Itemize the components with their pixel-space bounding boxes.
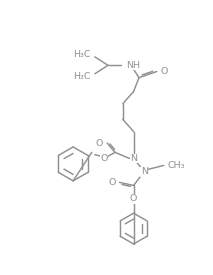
Text: H₃C: H₃C	[73, 72, 90, 81]
Text: H₃C: H₃C	[73, 50, 90, 59]
Text: O: O	[130, 194, 137, 203]
Text: N: N	[130, 154, 137, 163]
Text: O: O	[108, 178, 116, 187]
Text: N: N	[141, 167, 148, 176]
Text: NH: NH	[126, 61, 140, 70]
Text: O: O	[96, 139, 103, 148]
Text: O: O	[161, 67, 168, 76]
Text: CH₃: CH₃	[168, 161, 185, 170]
Text: O: O	[101, 154, 108, 163]
